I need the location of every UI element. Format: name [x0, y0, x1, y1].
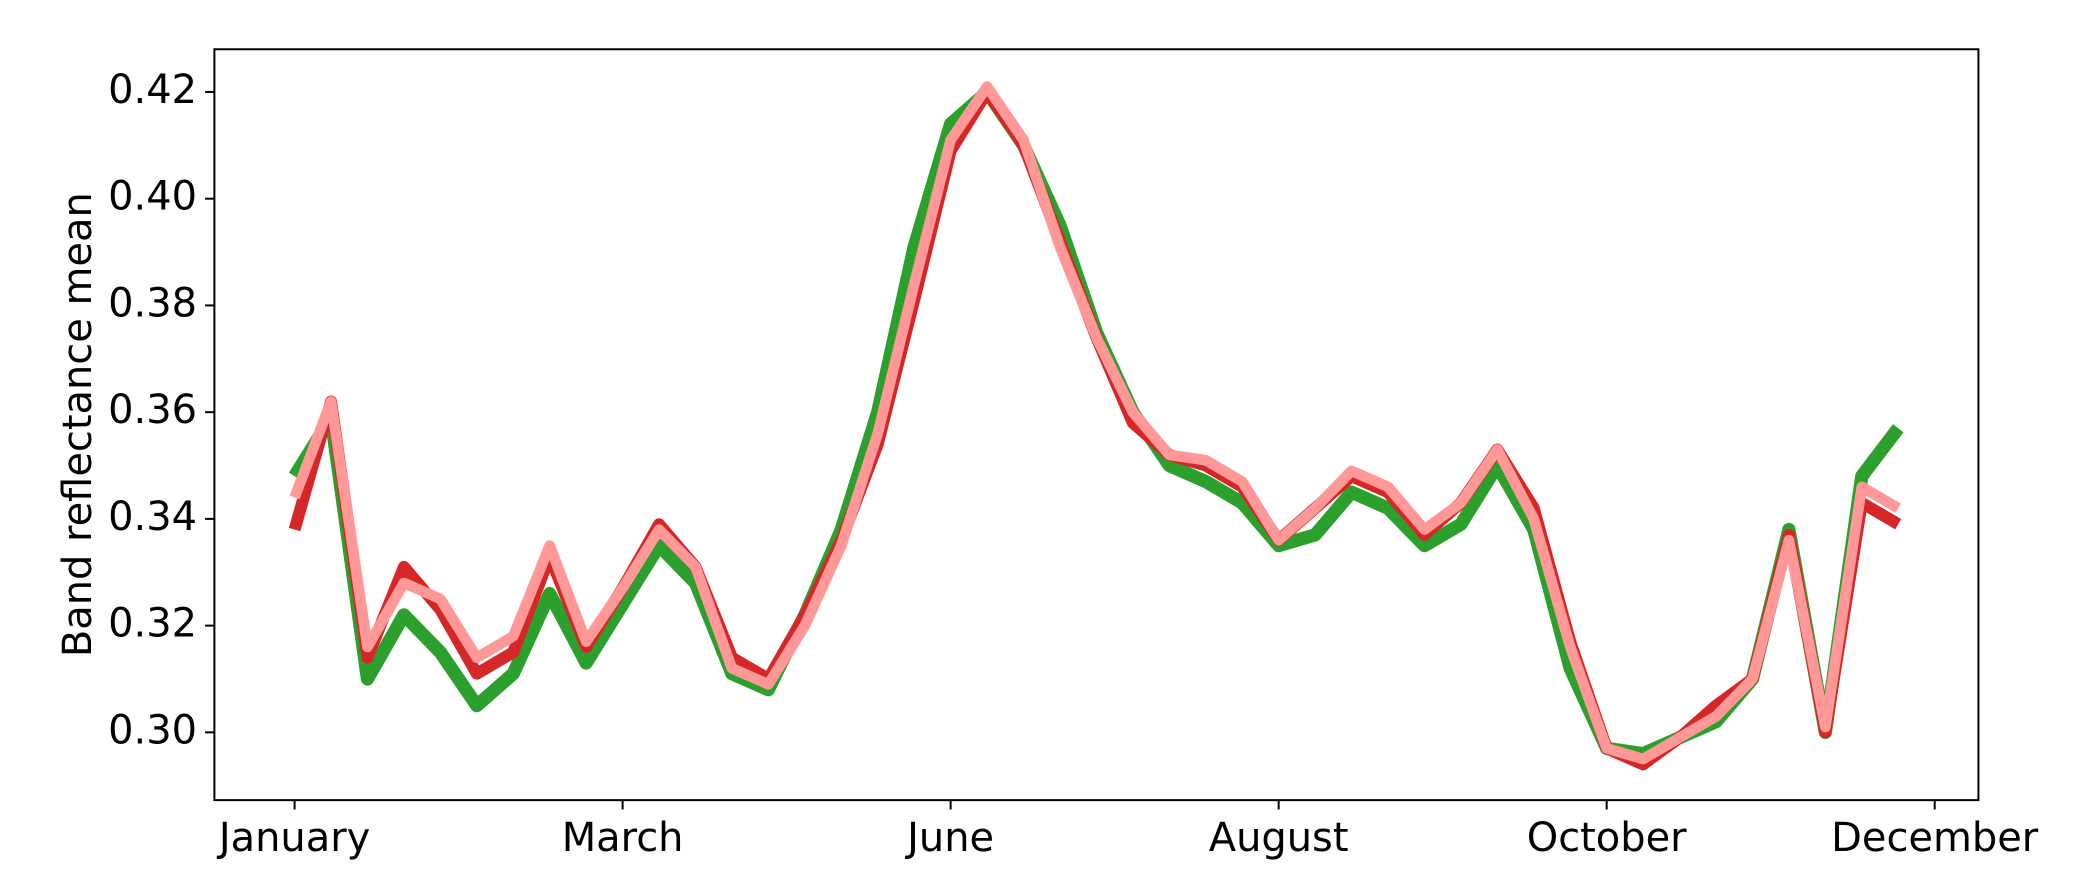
y-axis-label: Band reflectance mean: [55, 192, 101, 657]
y-tick-label: 0.32: [108, 601, 197, 647]
x-tick-label: October: [1527, 815, 1687, 861]
y-tick-label: 0.36: [108, 387, 197, 433]
plot-frame: [213, 48, 1980, 802]
y-tick-label: 0.42: [108, 67, 197, 113]
data-line: [289, 81, 1901, 765]
x-tick-label: March: [562, 815, 684, 861]
y-tick-label: 0.38: [108, 280, 197, 326]
y-tick-label: 0.30: [108, 707, 197, 753]
x-tick-label: January: [216, 815, 370, 861]
x-tick-label: August: [1209, 815, 1349, 861]
y-tick-label: 0.40: [108, 174, 197, 220]
data-line: [288, 85, 1902, 771]
data-line: [288, 85, 1904, 761]
y-tick-label: 0.34: [108, 494, 197, 540]
x-tick-label: December: [1831, 815, 2039, 861]
x-tick-label: June: [904, 815, 994, 861]
